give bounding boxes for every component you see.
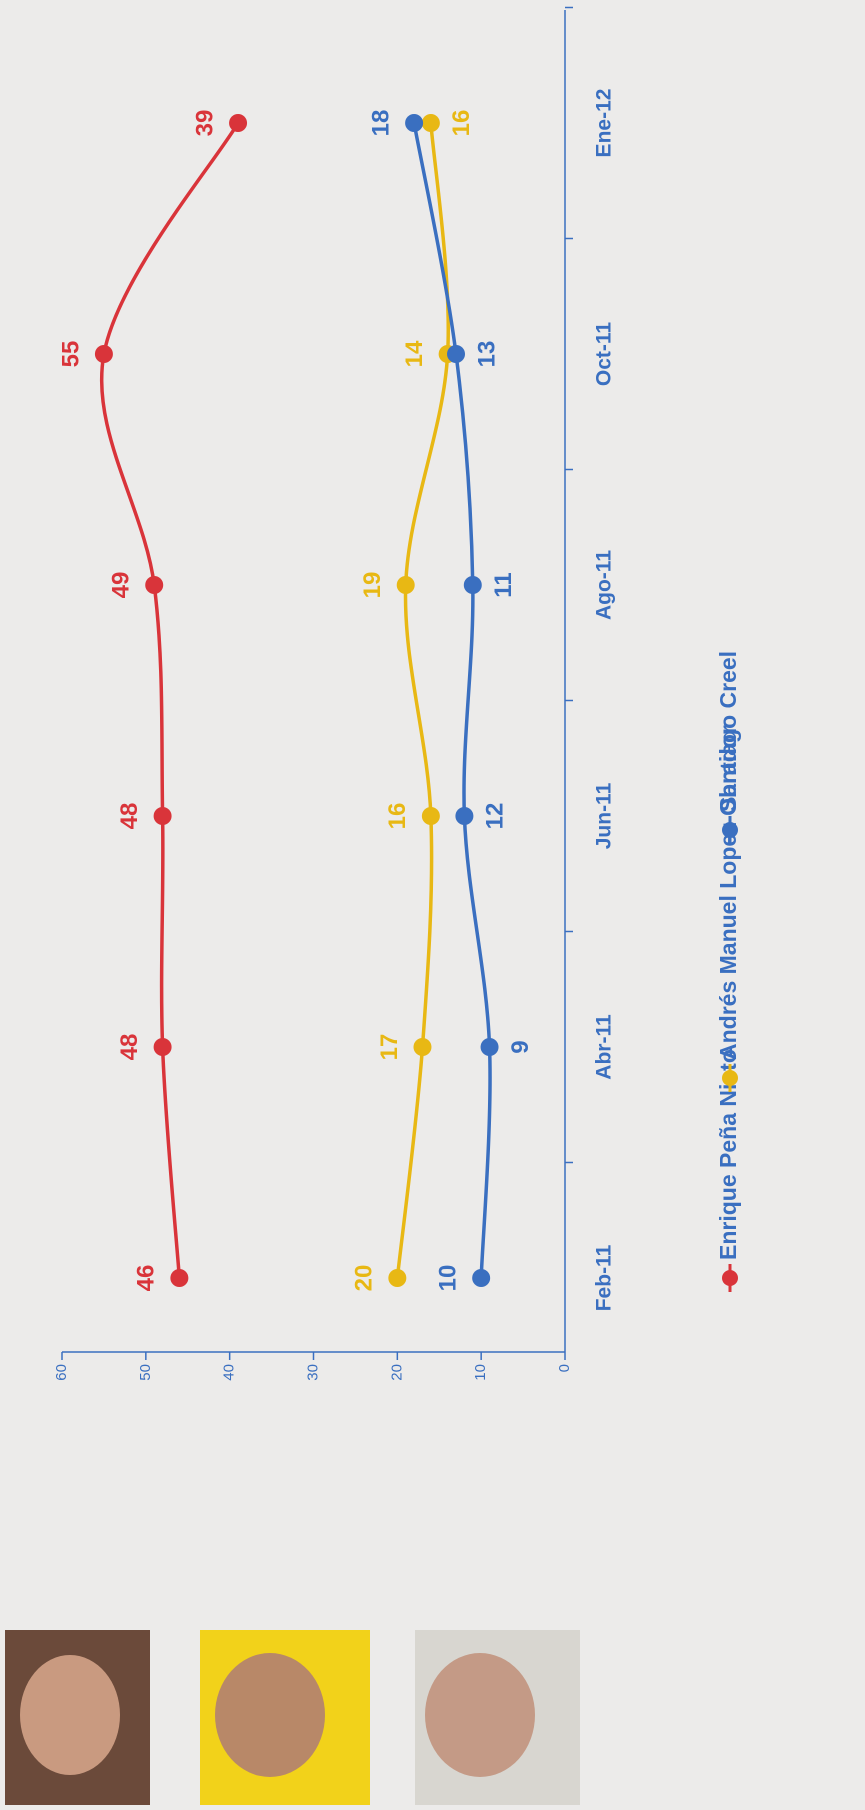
data-label: 19 — [359, 572, 386, 599]
point — [153, 1038, 172, 1056]
photo-face — [20, 1655, 120, 1775]
data-label: 14 — [401, 340, 428, 367]
y-tick-label: 50 — [137, 1364, 154, 1381]
data-label: 11 — [490, 572, 517, 597]
point — [153, 807, 172, 825]
photos — [5, 1630, 580, 1805]
data-label: 49 — [108, 572, 135, 599]
y-tick-label: 0 — [556, 1364, 573, 1372]
point — [94, 345, 113, 363]
x-tick-label: Oct-11 — [593, 322, 616, 387]
point — [405, 114, 424, 132]
y-tick-label: 10 — [472, 1364, 489, 1381]
point — [421, 807, 440, 825]
x-tick-label: Ago-11 — [593, 550, 616, 620]
photo-face — [215, 1653, 325, 1777]
data-label: 48 — [116, 1034, 143, 1061]
y-tick-label: 40 — [221, 1364, 238, 1381]
legend-marker — [722, 1270, 738, 1286]
legend-marker — [722, 822, 738, 838]
data-label: 17 — [376, 1034, 403, 1061]
point — [455, 807, 474, 825]
point — [145, 576, 164, 594]
x-tick-label: Abr-11 — [593, 1014, 616, 1080]
photo-face — [425, 1653, 535, 1777]
data-label: 16 — [448, 110, 475, 137]
point — [480, 1038, 499, 1056]
point — [170, 1269, 189, 1287]
y-tick-label: 60 — [53, 1364, 70, 1381]
y-tick-label: 20 — [388, 1364, 405, 1381]
data-label: 16 — [384, 803, 411, 830]
x-tick-label: Ene-12 — [593, 89, 616, 158]
data-label: 10 — [435, 1265, 462, 1292]
y-tick-label: 30 — [304, 1364, 321, 1381]
point — [413, 1038, 432, 1056]
data-label: 39 — [191, 110, 218, 137]
series-line — [99, 122, 240, 1279]
point — [447, 345, 466, 363]
series-line — [395, 122, 450, 1279]
data-label: 18 — [367, 110, 394, 137]
data-label: 55 — [57, 341, 84, 368]
data-label: 48 — [116, 803, 143, 830]
point — [229, 114, 248, 132]
series-line — [412, 122, 492, 1279]
x-tick-label: Feb-11 — [593, 1244, 616, 1311]
legend-label: Andrés Manuel Lopez Obrador — [715, 725, 741, 1060]
point — [421, 114, 440, 132]
data-label: 13 — [473, 341, 500, 368]
data-label: 9 — [507, 1040, 534, 1053]
x-tick-label: Jun-11 — [593, 782, 616, 849]
legend-marker — [722, 1070, 738, 1086]
point — [463, 576, 482, 594]
point — [472, 1269, 491, 1287]
point — [388, 1269, 407, 1287]
data-label: 46 — [133, 1265, 160, 1292]
plot: 0 10 20 30 40 50 60 Feb-11 Abr-11 Jun-11 Ago-11 Oct… — [53, 6, 741, 1381]
data-label: 20 — [351, 1265, 378, 1292]
point — [396, 576, 415, 594]
data-label: 12 — [482, 803, 509, 830]
legend-label: Santiago Creel — [715, 651, 741, 812]
